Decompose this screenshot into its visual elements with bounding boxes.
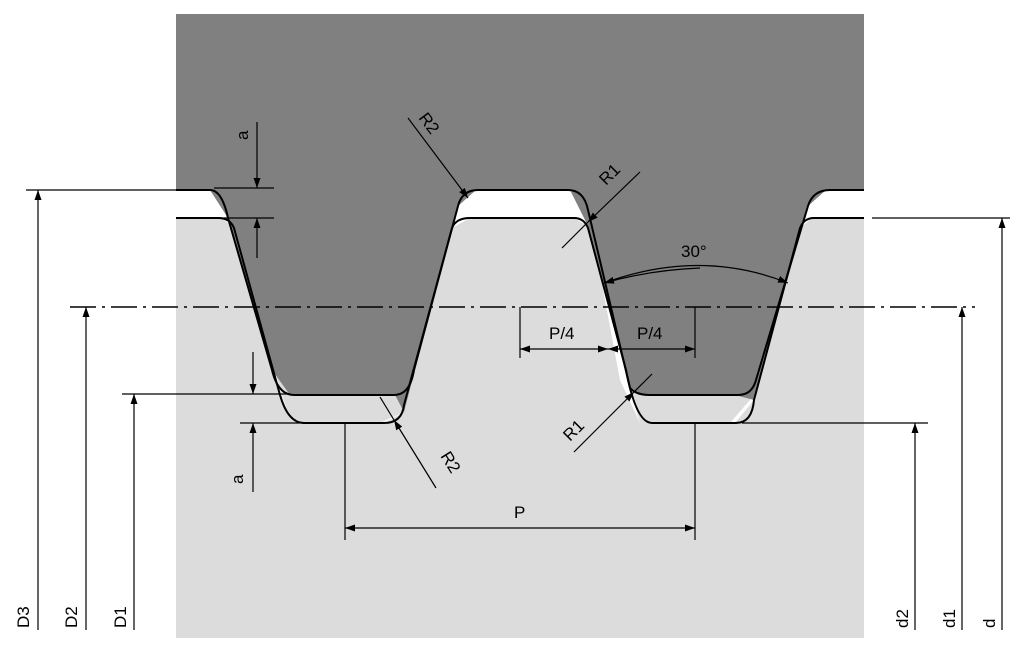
leader-R2-top bbox=[407, 117, 469, 199]
angle-arc-30 bbox=[603, 264, 789, 284]
nut-body bbox=[176, 14, 864, 412]
label-d2: d2 bbox=[893, 609, 912, 628]
leader-R1-bottom-tail bbox=[633, 373, 653, 393]
label-a-top: a bbox=[233, 130, 252, 140]
label-P4-right: P/4 bbox=[637, 324, 663, 343]
angle-arc-30-start bbox=[603, 267, 701, 284]
label-D3: D3 bbox=[14, 606, 33, 628]
leader-R2-bottom bbox=[393, 419, 437, 489]
leader-R1-top-tail bbox=[561, 221, 589, 249]
label-D1: D1 bbox=[111, 606, 130, 628]
leader-R1-bottom bbox=[573, 391, 635, 453]
leader-R2-bottom-tail bbox=[379, 396, 395, 421]
label-a-bottom: a bbox=[228, 474, 247, 484]
label-P: P bbox=[514, 503, 525, 522]
leader-R1-top bbox=[587, 171, 641, 223]
label-d1: d1 bbox=[940, 609, 959, 628]
screw-contour bbox=[176, 217, 864, 424]
label-P4-left: P/4 bbox=[549, 324, 575, 343]
label-D2: D2 bbox=[62, 606, 81, 628]
label-angle-30: 30° bbox=[681, 242, 707, 261]
label-d: d bbox=[980, 619, 999, 628]
